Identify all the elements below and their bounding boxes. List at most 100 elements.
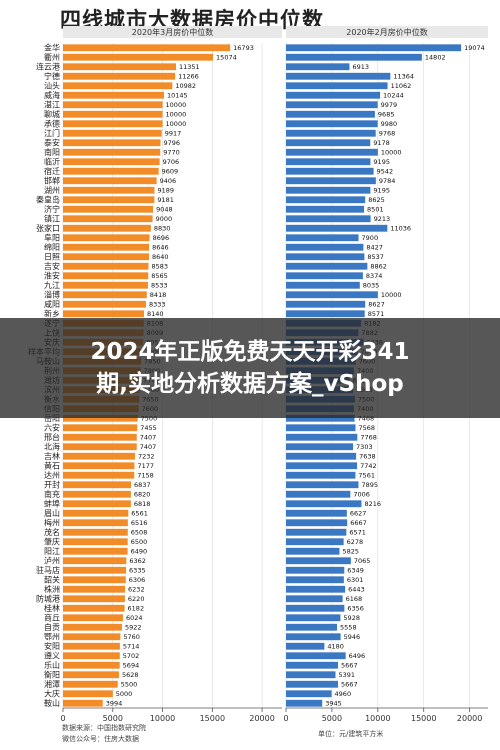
bar [286,690,332,698]
data-label: 5928 [343,614,360,622]
bar [63,291,147,299]
category-label: 乐山 [44,660,60,670]
bar [63,262,149,270]
bar [286,129,376,137]
data-label: 7561 [358,472,375,480]
category-label: 咸阳 [44,299,60,309]
bar [286,585,346,593]
data-label: 8418 [150,291,167,299]
data-label: 11364 [393,73,414,81]
data-label: 6913 [352,63,369,71]
bar [63,91,164,99]
data-label: 10000 [166,101,187,109]
bar [63,690,113,698]
data-label: 7638 [359,453,376,461]
data-label: 8646 [152,244,169,252]
promo-banner [0,318,500,418]
bar [286,652,346,660]
category-label: 六安 [44,423,60,433]
bar [286,300,366,308]
category-label: 防城港 [36,594,60,604]
data-label: 7065 [354,557,371,565]
category-label: 邢台 [44,432,60,442]
bar [286,215,371,223]
data-label: 6508 [131,529,148,537]
bar [286,661,339,669]
bar [63,576,126,584]
category-label: 济宁 [44,204,60,214]
bar [286,443,354,451]
bar [286,557,351,565]
data-label: 6627 [350,510,367,518]
bar [286,63,350,71]
category-label: 泰安 [44,138,60,148]
bar [286,500,362,508]
bar [286,243,364,251]
bar [63,243,150,251]
data-label: 10000 [166,111,187,119]
category-label: 衡阳 [44,670,60,680]
data-label: 6443 [348,586,365,594]
category-label: 湛江 [44,101,60,110]
bar [286,576,344,584]
bar [286,623,338,631]
data-label: 7232 [138,453,155,461]
category-label: 韶关 [44,575,60,585]
data-label: 6356 [347,605,364,613]
data-label: 9178 [373,139,390,147]
data-label: 8565 [151,272,168,280]
data-label: 8374 [366,272,383,280]
bar [63,310,145,318]
data-label: 5667 [341,662,358,670]
category-label: 宁德 [44,71,60,81]
category-label: 威海 [44,90,60,100]
data-label: 9000 [156,215,173,223]
bar [63,120,163,128]
data-label: 9980 [381,120,398,128]
data-label: 8537 [367,253,384,261]
bar [63,652,120,660]
data-label: 9784 [379,177,396,185]
bar [63,186,155,194]
bar [63,253,150,261]
banner-line-2: 期,实地分析数据方案_vShop [96,371,404,397]
category-label: 商丘 [44,613,60,623]
data-label: 5946 [344,633,361,641]
bar [63,63,176,71]
data-label: 5558 [340,624,357,632]
category-label: 日照 [44,253,60,262]
data-label: 5922 [125,624,142,632]
bar [286,310,365,318]
bar [286,452,357,460]
bar [63,167,159,175]
category-label: 绵阳 [44,242,60,252]
category-label: 金华 [44,43,60,53]
data-label: 9542 [377,168,394,176]
category-label: 鄂州 [44,633,60,642]
data-label: 11351 [179,63,200,71]
data-label: 9195 [373,187,390,195]
data-label: 7407 [140,434,157,442]
category-label: 张家口 [36,223,60,233]
data-label: 10000 [381,291,402,299]
data-label: 9685 [378,111,395,119]
bar [286,481,359,489]
bar [286,595,343,603]
bar [63,158,160,166]
data-label: 8583 [151,263,168,271]
x-tick-label: 20000 [249,714,274,723]
bar [63,585,126,593]
bar [63,424,138,432]
category-label: 蚌埠 [44,499,60,509]
category-label: 南阳 [44,147,60,157]
category-label: 黄石 [44,461,60,471]
bar [63,566,127,574]
bar [63,595,125,603]
panel-title: 2020年3月房价中位数 [132,27,213,37]
data-label: 6837 [134,481,151,489]
data-label: 5714 [123,643,140,651]
bar [63,443,137,451]
bar [286,101,378,109]
bar [286,547,340,555]
data-label: 6232 [128,586,145,594]
